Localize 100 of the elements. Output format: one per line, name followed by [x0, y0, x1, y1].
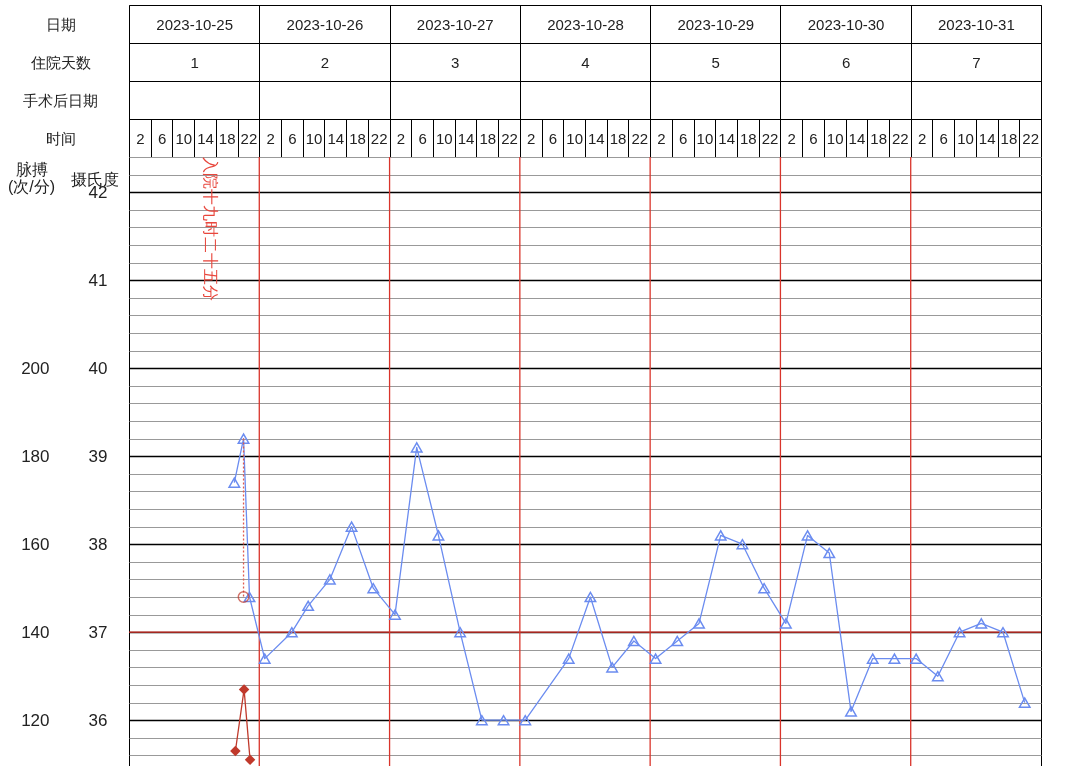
- x-tick-label: 18: [1000, 129, 1018, 147]
- point: [866, 653, 879, 664]
- point: [285, 626, 298, 638]
- x-tick-label: 14: [457, 129, 475, 147]
- point: [475, 714, 488, 726]
- x-tick-label: 18: [870, 129, 887, 147]
- point: [845, 706, 857, 717]
- x2-tick-label: 2023-10-28: [547, 15, 624, 33]
- text: 住院天数: [29, 53, 91, 71]
- point: [519, 714, 532, 726]
- x-tick-label: 22: [631, 129, 649, 147]
- text: 2: [320, 53, 330, 71]
- x-tick-label: 2: [527, 129, 536, 147]
- x-tick-label: 2: [787, 129, 796, 147]
- x-tick-label: 2: [136, 129, 145, 147]
- point: [230, 745, 241, 757]
- x-tick-label: 6: [809, 129, 818, 147]
- x-tick-label: 22: [1022, 129, 1039, 147]
- text: 手术后日期: [23, 91, 98, 109]
- x-tick-label: 6: [418, 129, 427, 147]
- x2-tick-label: 2023-10-25: [156, 15, 234, 33]
- x-tick-label: 18: [479, 129, 497, 147]
- point: [244, 754, 256, 766]
- point: [671, 635, 684, 647]
- x2-tick-label: 2023-10-26: [286, 15, 364, 33]
- point: [243, 591, 256, 603]
- point: [758, 582, 771, 594]
- y2-tick-label: 160: [21, 534, 50, 554]
- text: 1: [190, 53, 199, 71]
- text: 5: [711, 53, 720, 71]
- x-tick-label: 22: [501, 129, 518, 147]
- point: [323, 574, 336, 585]
- point: [302, 600, 315, 612]
- x-tick-label: 2: [266, 129, 275, 147]
- point: [693, 618, 705, 629]
- point: [367, 582, 380, 594]
- y2-tick-label: 180: [21, 446, 50, 466]
- x-tick-label: 10: [175, 129, 193, 147]
- x-tick-label: 10: [826, 129, 844, 147]
- x-tick-label: 6: [157, 129, 167, 147]
- point: [606, 662, 619, 673]
- annotation: 入院十九时二十五分: [202, 157, 220, 301]
- x-tick-label: 2: [657, 129, 666, 147]
- x-tick-label: 10: [566, 129, 583, 147]
- point: [779, 618, 792, 629]
- x-tick-label: 10: [436, 129, 453, 147]
- y-tick-label: 39: [88, 446, 108, 466]
- x-tick-label: 22: [240, 129, 258, 147]
- x2-tick-label: 2023-10-31: [937, 15, 1015, 33]
- x-axis-title: 时间: [45, 129, 76, 147]
- x-tick-label: 6: [288, 129, 297, 147]
- x2-tick-label: 2023-10-30: [807, 15, 885, 33]
- point: [454, 626, 467, 638]
- x-tick-label: 14: [718, 129, 735, 147]
- point: [823, 547, 836, 559]
- y2-axis-title: 脉搏 (次/分): [7, 160, 56, 195]
- x-tick-label: 14: [848, 129, 866, 147]
- point: [953, 626, 966, 638]
- point: [238, 684, 250, 695]
- y-tick-label: 40: [88, 358, 108, 378]
- x-tick-label: 18: [218, 129, 236, 147]
- x-tick-label: 22: [370, 129, 388, 147]
- point: [345, 521, 358, 532]
- y2-tick-label: 120: [21, 710, 50, 730]
- x-tick-label: 18: [609, 129, 627, 147]
- point: [432, 530, 445, 541]
- point: [975, 618, 988, 629]
- text: 4: [581, 53, 590, 71]
- point: [910, 653, 923, 664]
- text: 3: [451, 53, 460, 71]
- point: [714, 530, 727, 541]
- point: [497, 714, 510, 726]
- point: [888, 653, 901, 664]
- point: [997, 626, 1009, 638]
- x-tick-label: 6: [548, 129, 558, 147]
- x2-tick-label: 2023-10-27: [416, 15, 494, 33]
- point: [931, 670, 944, 682]
- y-tick-label: 37: [88, 622, 108, 642]
- point: [237, 591, 250, 603]
- x-tick-label: 18: [349, 129, 366, 147]
- point: [562, 653, 575, 664]
- point: [228, 477, 241, 488]
- x-tick-label: 14: [327, 129, 345, 147]
- text: 7: [972, 53, 981, 71]
- x2-axis-title: 日期: [45, 15, 76, 33]
- x-tick-label: 14: [588, 129, 605, 147]
- x-tick-label: 10: [957, 129, 974, 147]
- x-tick-label: 2: [396, 129, 406, 147]
- point: [649, 653, 662, 664]
- y-tick-label: 41: [88, 270, 108, 290]
- point: [389, 609, 401, 620]
- text: 6: [841, 53, 851, 71]
- x-tick-label: 10: [696, 129, 714, 147]
- y2-tick-label: 200: [21, 358, 50, 378]
- x-tick-label: 22: [761, 129, 779, 147]
- y-tick-label: 36: [88, 710, 108, 730]
- point: [237, 433, 250, 444]
- point: [1018, 697, 1031, 708]
- x-tick-label: 2: [917, 129, 927, 147]
- y-tick-label: 38: [88, 534, 108, 554]
